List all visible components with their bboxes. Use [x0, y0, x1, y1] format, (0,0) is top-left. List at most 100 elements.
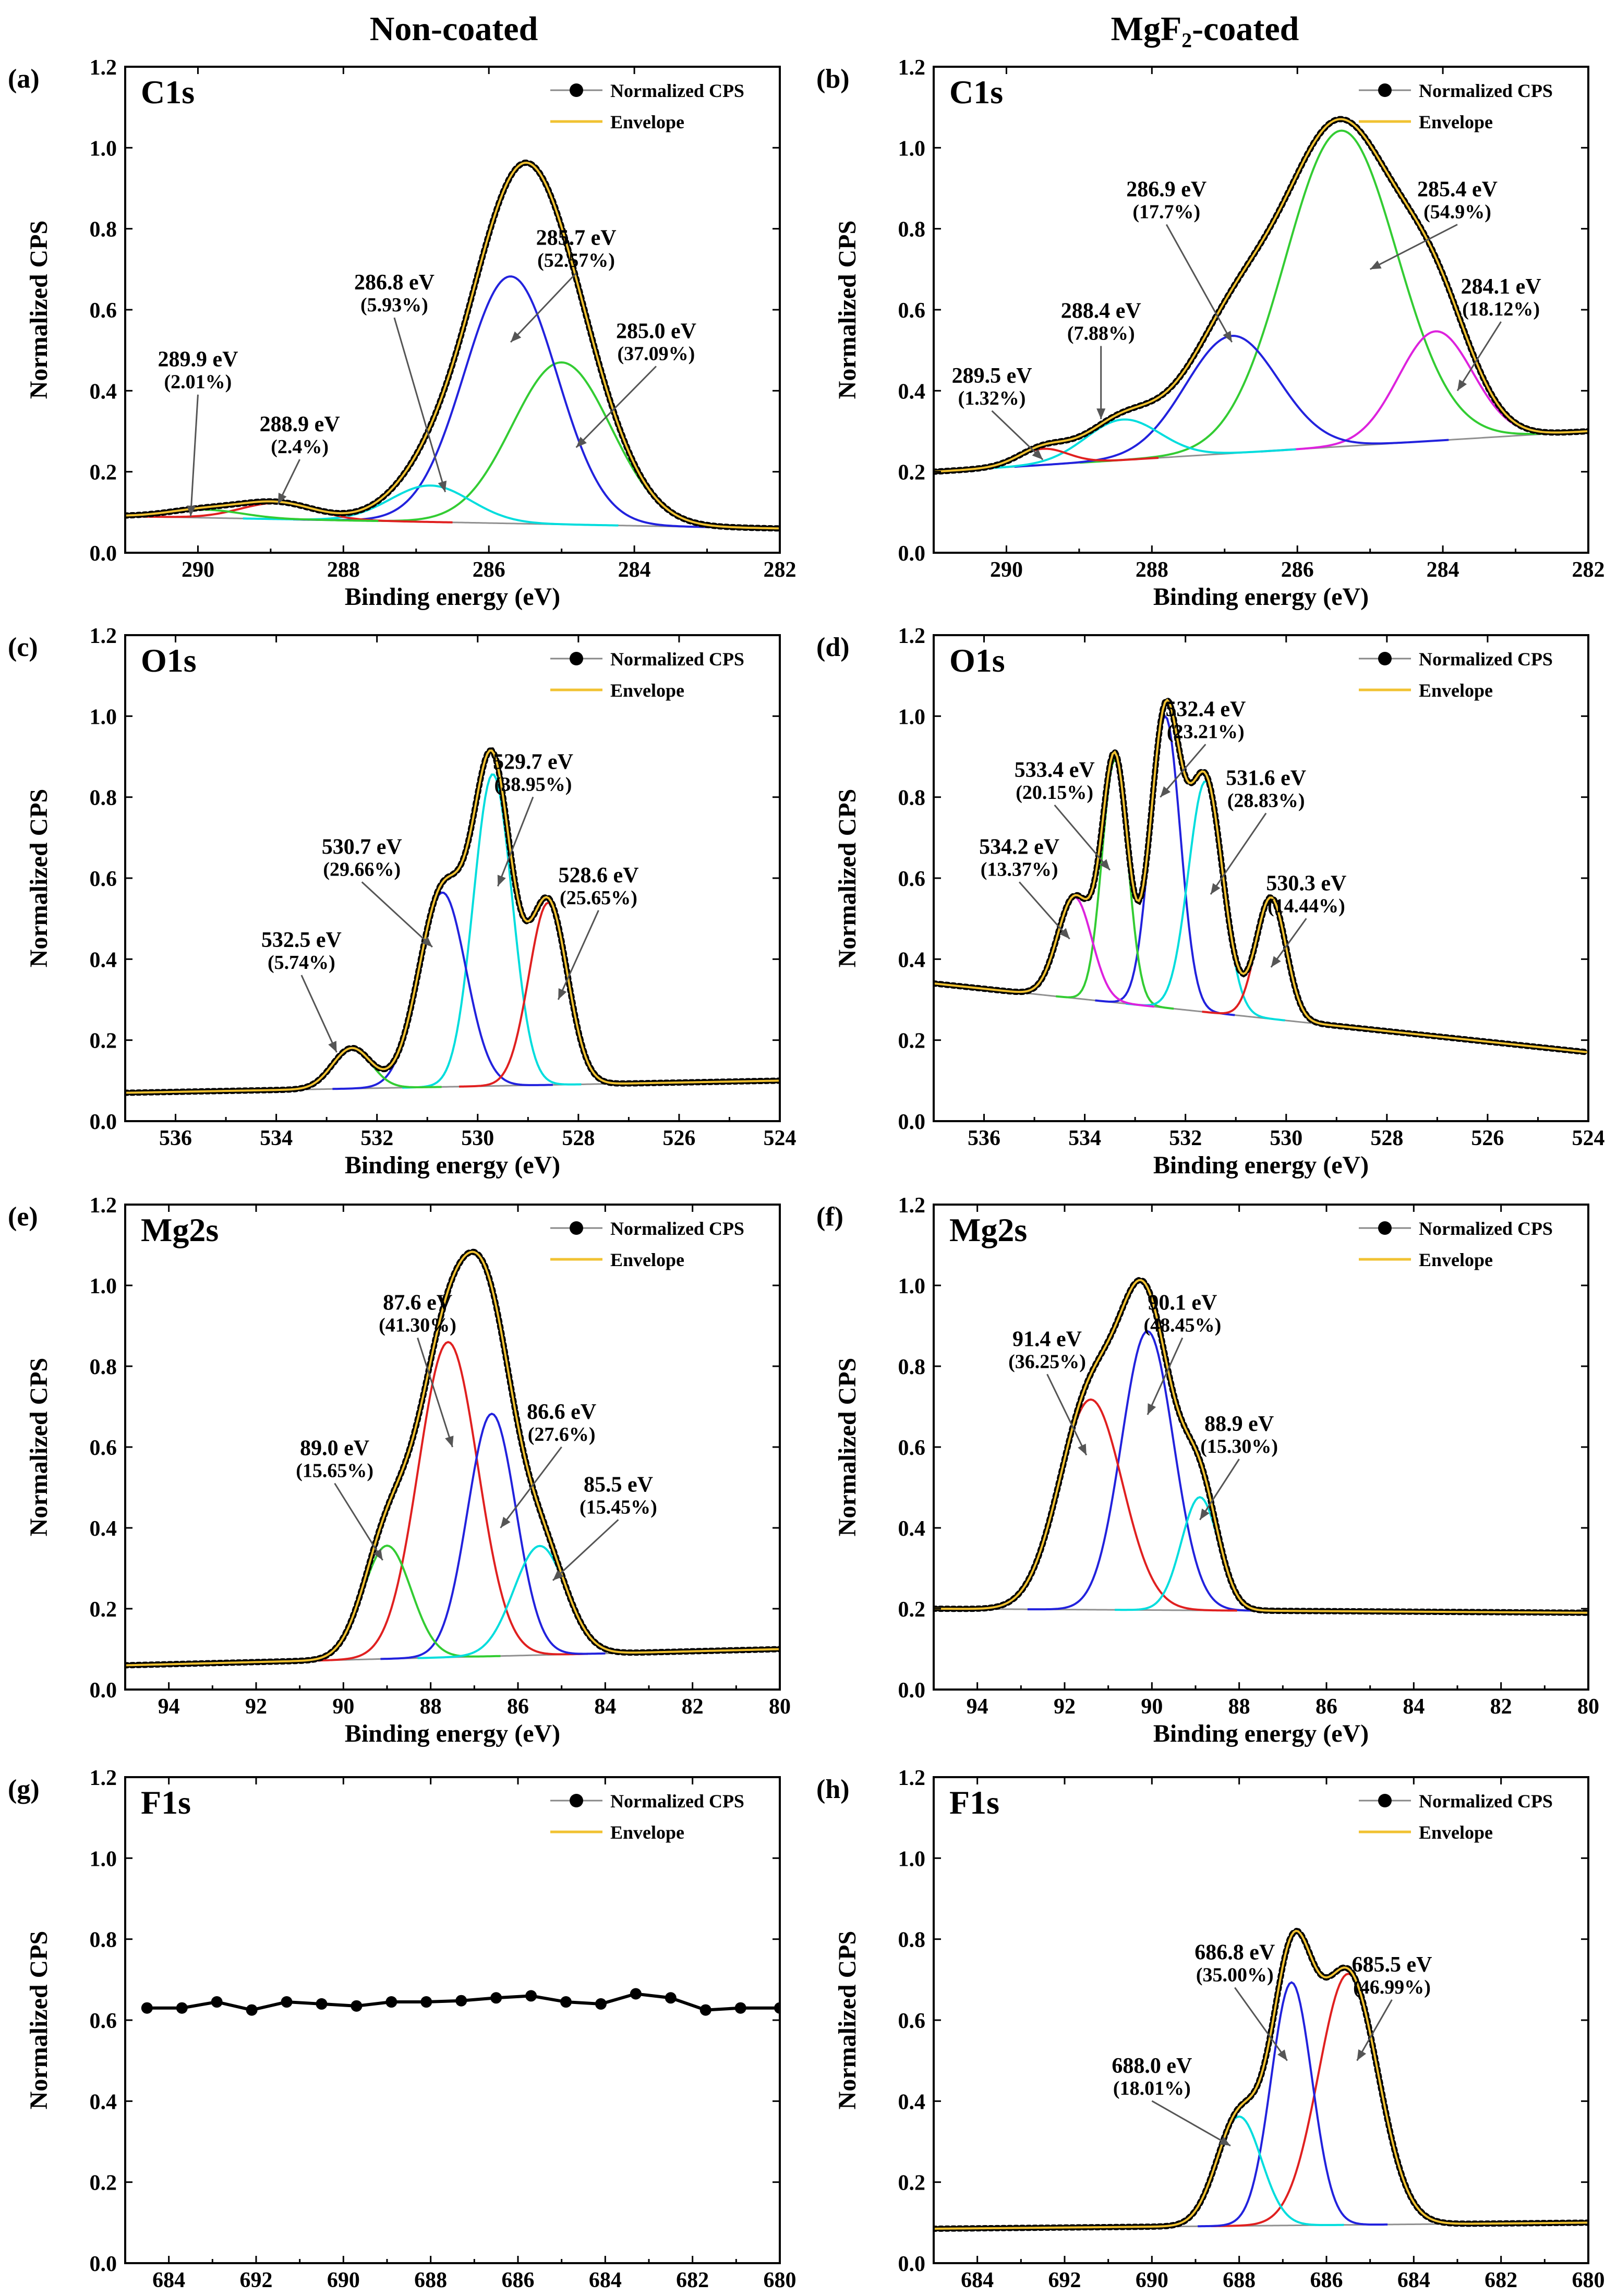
data-point [420, 1996, 432, 2008]
x-tick-label: 528 [1370, 1126, 1403, 1150]
annotation-arrow [510, 272, 577, 343]
panel-e: 0.0 0.2 0.4 0.6 0.8 1.0 1.2 94 92 90 88 86 84 82 80 Bin… [8, 1194, 791, 1747]
annotation-arrow [1054, 804, 1111, 871]
x-tick-label: 284 [1427, 558, 1459, 582]
annotation-arrowhead [552, 1570, 564, 1581]
y-tick-label: 0.2 [898, 461, 926, 485]
legend-cps-marker [1378, 652, 1392, 665]
peak-energy-label: 288.9 eV [260, 412, 340, 436]
data-point [385, 1996, 397, 2008]
y-axis-label: Normalized CPS [834, 789, 861, 968]
annotation-arrow [575, 366, 657, 448]
peak-energy-label: 685.5 eV [1352, 1953, 1432, 1977]
legend-envelope-label: Envelope [610, 1249, 684, 1270]
fit-peak-529-7 [402, 773, 582, 1089]
x-tick-label: 524 [764, 1126, 797, 1150]
y-tick-label: 0.6 [90, 2009, 117, 2033]
fit-peak-530-7 [332, 891, 553, 1090]
x-tick-label: 532 [1169, 1126, 1202, 1150]
x-tick-label: 536 [968, 1126, 1000, 1150]
panel-g: 0.0 0.2 0.4 0.6 0.8 1.0 1.2 684 692 690 688 686 684 6… [8, 1766, 797, 2296]
peak-energy-label: 86.6 eV [527, 1400, 596, 1424]
legend-cps-label: Normalized CPS [1419, 1218, 1553, 1239]
peak-percent-label: (20.15%) [1016, 782, 1093, 804]
annotation-arrowhead [1277, 2049, 1287, 2061]
fit-peak-288-4 [949, 418, 1296, 472]
y-tick-label: 0.6 [898, 1436, 926, 1460]
data-point [595, 1998, 607, 2010]
panel-label: (f) [816, 1202, 843, 1232]
annotation-arrowhead [421, 936, 432, 947]
element-label: F1s [141, 1784, 191, 1821]
peak-percent-label: (36.25%) [1008, 1351, 1086, 1372]
y-tick-label: 0.2 [90, 461, 117, 485]
x-tick-label: 680 [764, 2268, 797, 2292]
element-label: Mg2s [949, 1211, 1027, 1248]
element-label: O1s [141, 642, 197, 679]
annotation-arrow [552, 1519, 619, 1581]
x-tick-label: 534 [1068, 1126, 1101, 1150]
peak-energy-label: 530.3 eV [1266, 871, 1346, 895]
annotation-arrowhead [1078, 1443, 1087, 1455]
data-points-line [125, 1248, 780, 1669]
peak-percent-label: (54.9%) [1423, 201, 1491, 223]
peak-energy-label: 285.4 eV [1417, 178, 1498, 202]
legend-envelope-label: Envelope [1419, 1249, 1493, 1270]
x-axis-label: Binding energy (eV) [345, 583, 560, 611]
fit-peak-532-5 [262, 1047, 442, 1091]
annotation-arrowhead [497, 874, 506, 886]
element-label: C1s [949, 74, 1003, 111]
annotation-arrowhead [438, 480, 447, 492]
data-point [665, 1992, 677, 2004]
x-tick-label: 92 [1054, 1695, 1076, 1719]
peak-energy-label: 289.5 eV [952, 364, 1032, 388]
legend-cps-marker [570, 83, 583, 97]
annotation-arrowhead [1160, 786, 1171, 797]
element-label: C1s [141, 74, 195, 111]
x-tick-label: 526 [1471, 1126, 1504, 1150]
column-header-non-coated: Non-coated [369, 10, 538, 48]
peak-energy-label: 531.6 eV [1226, 766, 1306, 790]
peak-energy-label: 289.9 eV [158, 348, 238, 372]
x-tick-label: 692 [240, 2268, 273, 2292]
peak-percent-label: (2.01%) [164, 371, 232, 393]
data-point [490, 1992, 502, 2004]
x-tick-label: 684 [152, 2268, 185, 2292]
annotation-arrowhead [1200, 1508, 1210, 1520]
annotation-arrow [393, 317, 446, 492]
x-axis-label: Binding energy (eV) [345, 2293, 560, 2296]
x-tick-label: 90 [1141, 1695, 1163, 1719]
data-point [351, 2000, 363, 2012]
y-tick-label: 0.4 [90, 1517, 117, 1541]
x-tick-label: 680 [1572, 2268, 1605, 2292]
y-axis-label: Normalized CPS [25, 789, 53, 968]
x-tick-label: 692 [1048, 2268, 1081, 2292]
peak-energy-label: 529.7 eV [493, 750, 573, 774]
legend-cps-label: Normalized CPS [610, 1218, 744, 1239]
legend-envelope-label: Envelope [1419, 680, 1493, 701]
data-point [774, 2002, 780, 2014]
legend-envelope-label: Envelope [1419, 1822, 1493, 1843]
peak-energy-label: 686.8 eV [1194, 1941, 1275, 1965]
y-tick-label: 1.0 [90, 1847, 117, 1871]
peak-percent-label: (5.93%) [360, 294, 428, 316]
annotation-arrowhead [1219, 2136, 1230, 2146]
peak-energy-label: 91.4 eV [1012, 1327, 1082, 1351]
x-tick-label: 686 [502, 2268, 535, 2292]
peak-percent-label: (28.83%) [1227, 789, 1305, 811]
x-tick-label: 528 [562, 1126, 595, 1150]
peak-percent-label: (5.74%) [268, 952, 335, 974]
annotation-arrow [1165, 224, 1233, 343]
y-tick-label: 0.0 [898, 1679, 926, 1703]
legend-cps-marker [570, 652, 583, 665]
data-point [176, 2002, 188, 2014]
x-tick-label: 688 [1223, 2268, 1256, 2292]
legend-envelope-label: Envelope [610, 680, 684, 701]
x-tick-label: 288 [1136, 558, 1168, 582]
x-tick-label: 524 [1572, 1126, 1605, 1150]
annotation-arrowhead [1223, 331, 1232, 343]
fit-peak-86-6 [380, 1412, 606, 1660]
x-tick-label: 88 [420, 1695, 442, 1719]
x-tick-label: 86 [1316, 1695, 1337, 1719]
